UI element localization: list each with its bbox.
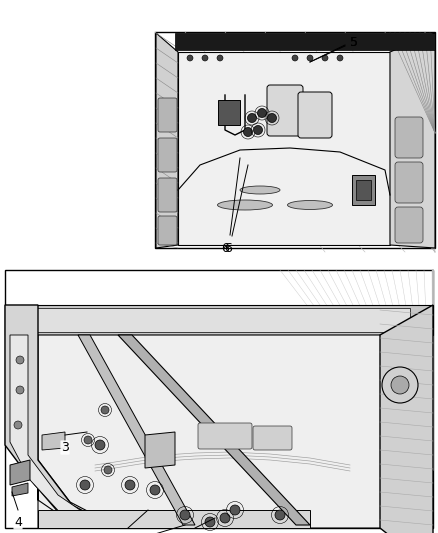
Polygon shape (156, 33, 178, 248)
Circle shape (16, 356, 24, 364)
Circle shape (205, 517, 215, 527)
Text: 5: 5 (350, 36, 358, 50)
Circle shape (150, 485, 160, 495)
Circle shape (180, 510, 190, 520)
Polygon shape (10, 460, 30, 485)
Ellipse shape (218, 200, 272, 210)
Polygon shape (390, 33, 435, 248)
Circle shape (101, 406, 109, 414)
Circle shape (292, 55, 298, 61)
FancyBboxPatch shape (158, 216, 177, 245)
Polygon shape (178, 52, 390, 245)
Circle shape (254, 125, 262, 134)
Polygon shape (78, 335, 195, 525)
Polygon shape (145, 432, 175, 468)
Ellipse shape (287, 200, 332, 209)
FancyBboxPatch shape (395, 117, 423, 158)
Polygon shape (155, 32, 435, 248)
Circle shape (247, 114, 257, 123)
Circle shape (307, 55, 313, 61)
Circle shape (275, 510, 285, 520)
Text: 6: 6 (224, 242, 232, 255)
Polygon shape (10, 335, 80, 518)
Circle shape (95, 440, 105, 450)
Circle shape (217, 55, 223, 61)
Text: 6: 6 (221, 242, 229, 255)
Circle shape (337, 55, 343, 61)
FancyBboxPatch shape (298, 92, 332, 138)
FancyBboxPatch shape (253, 426, 292, 450)
FancyBboxPatch shape (158, 98, 177, 132)
Polygon shape (5, 305, 433, 335)
Circle shape (244, 127, 252, 136)
Circle shape (268, 114, 276, 123)
Circle shape (14, 421, 22, 429)
Ellipse shape (240, 186, 280, 194)
FancyBboxPatch shape (198, 423, 252, 449)
Circle shape (220, 513, 230, 523)
Polygon shape (380, 305, 433, 533)
Polygon shape (5, 270, 433, 528)
Circle shape (84, 436, 92, 444)
Polygon shape (38, 335, 410, 528)
Circle shape (382, 367, 418, 403)
Circle shape (187, 55, 193, 61)
Text: 5: 5 (350, 36, 358, 50)
FancyBboxPatch shape (158, 178, 177, 212)
Polygon shape (5, 305, 100, 528)
Circle shape (80, 480, 90, 490)
FancyBboxPatch shape (395, 162, 423, 203)
Text: 3: 3 (61, 441, 69, 454)
Polygon shape (356, 180, 371, 200)
Polygon shape (12, 483, 28, 496)
Circle shape (322, 55, 328, 61)
Polygon shape (352, 175, 375, 205)
FancyBboxPatch shape (395, 207, 423, 243)
FancyBboxPatch shape (267, 85, 303, 136)
Circle shape (391, 376, 409, 394)
Polygon shape (38, 510, 310, 528)
Polygon shape (118, 335, 310, 525)
Polygon shape (175, 33, 435, 50)
Circle shape (16, 386, 24, 394)
Polygon shape (218, 100, 240, 125)
Polygon shape (30, 308, 410, 332)
Circle shape (258, 109, 266, 117)
Circle shape (125, 480, 135, 490)
FancyBboxPatch shape (158, 138, 177, 172)
Text: 4: 4 (14, 516, 22, 529)
Circle shape (104, 466, 112, 474)
Polygon shape (42, 432, 65, 450)
Circle shape (230, 505, 240, 515)
Circle shape (202, 55, 208, 61)
